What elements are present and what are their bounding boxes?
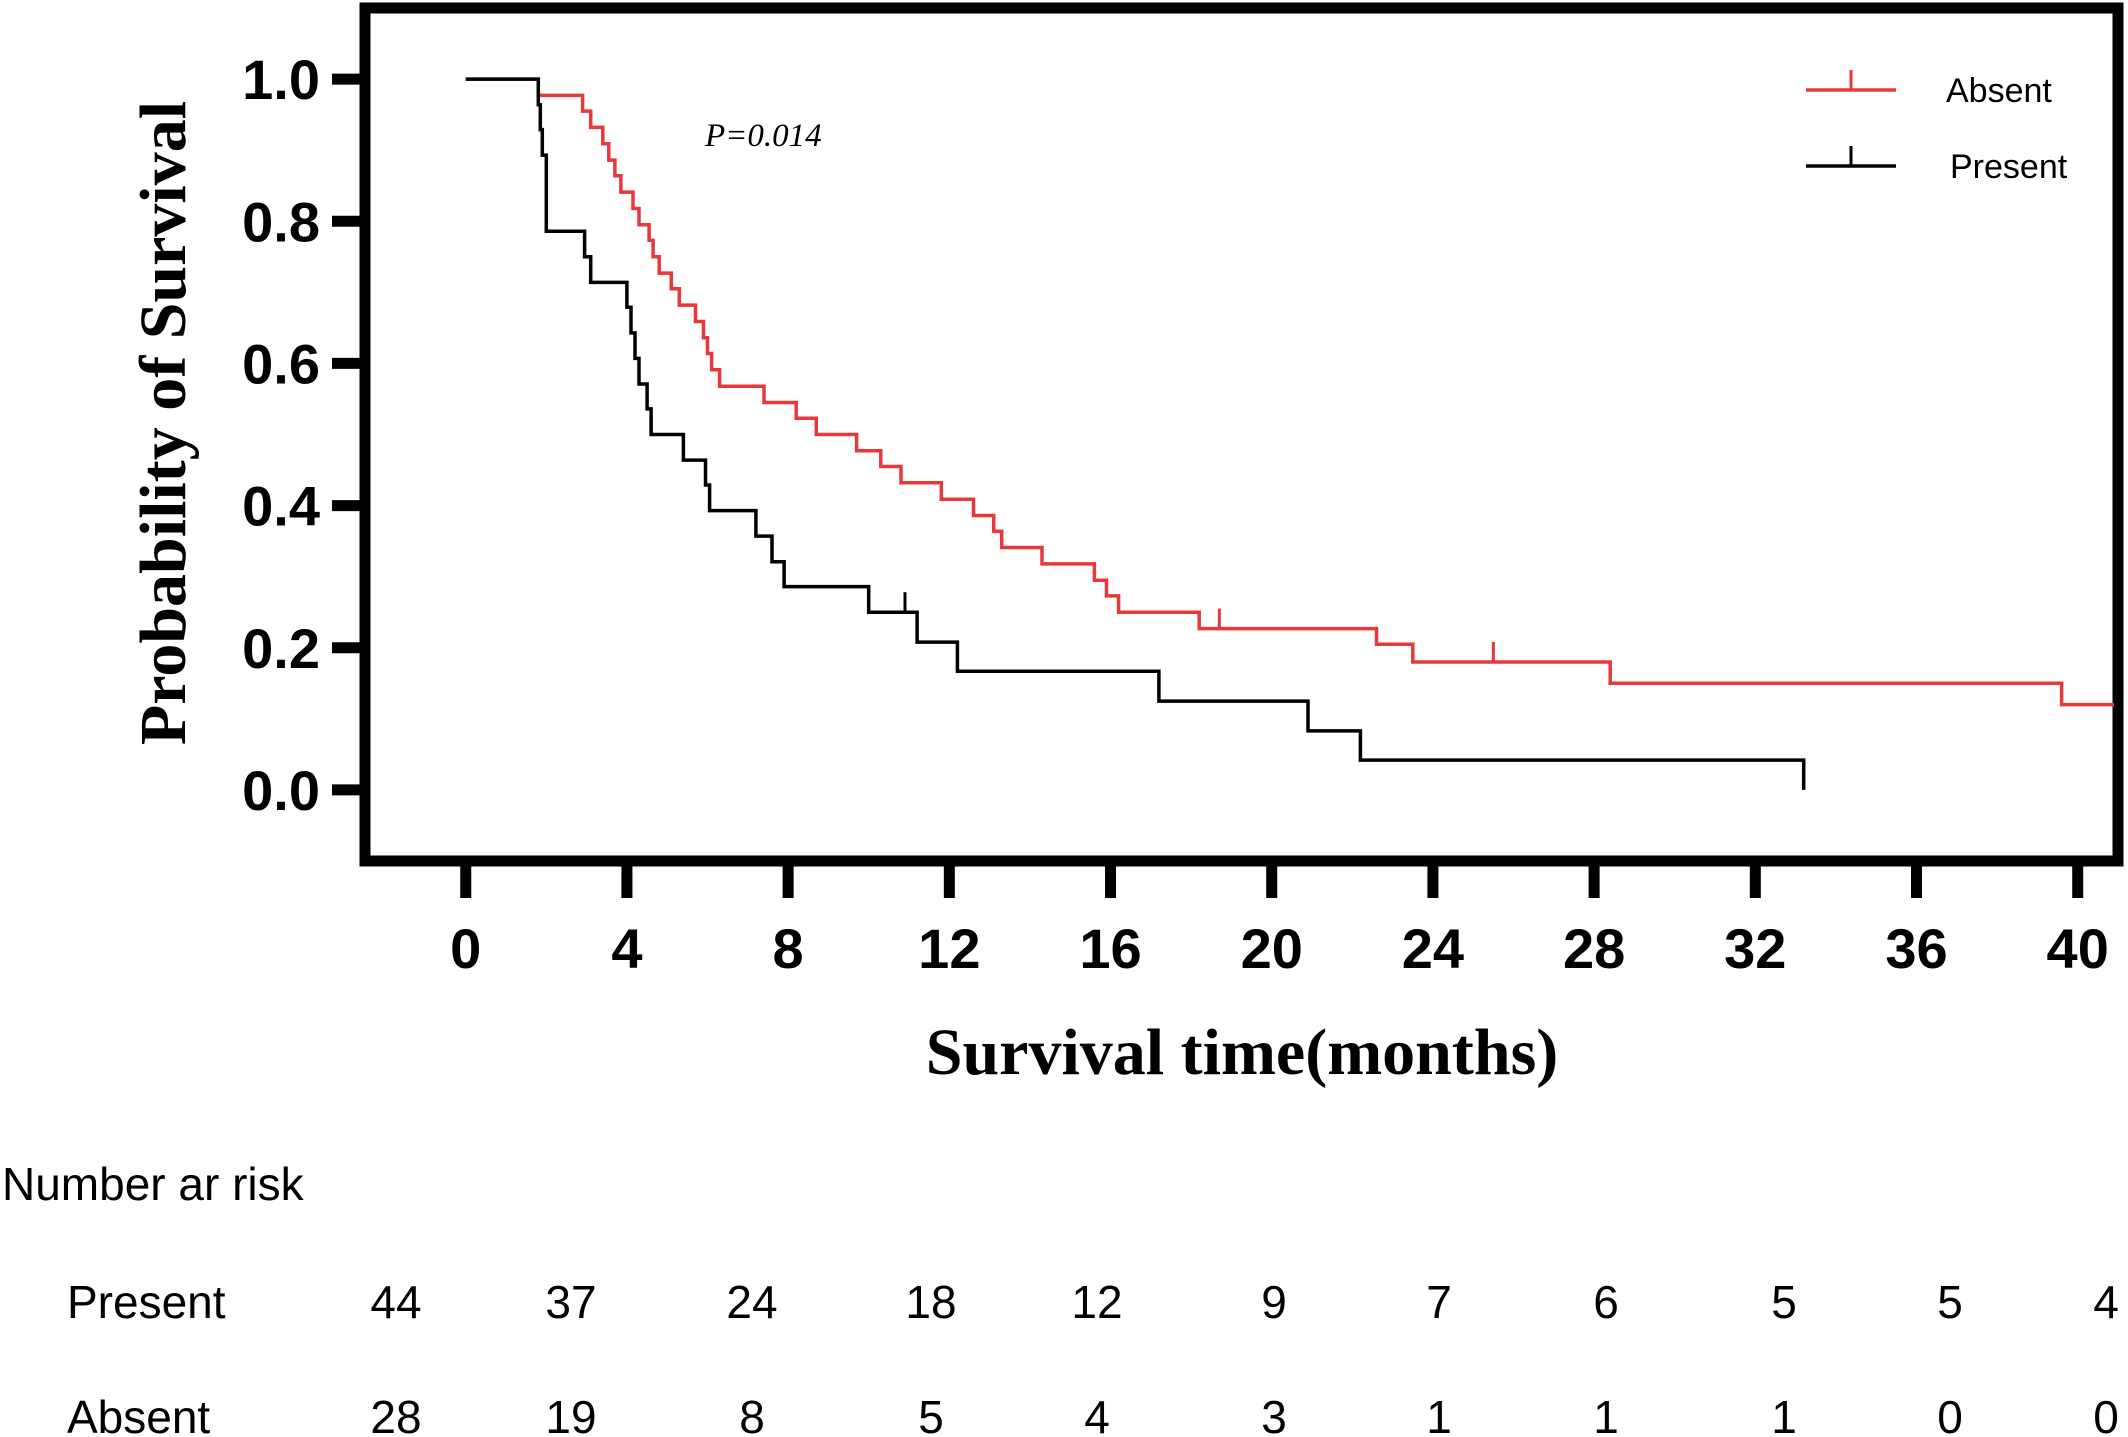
y-axis-title: Probability of Survival xyxy=(127,101,200,745)
risk-value-present-7: 6 xyxy=(1593,1276,1619,1328)
legend-label-present: Present xyxy=(1950,148,2068,186)
risk-value-present-2: 24 xyxy=(726,1276,777,1328)
x-tick-label-6: 24 xyxy=(1402,917,1464,980)
risk-row-label-absent: Absent xyxy=(67,1391,210,1437)
x-axis-title: Survival time(months) xyxy=(926,1016,1558,1089)
risk-value-absent-1: 19 xyxy=(545,1391,596,1437)
x-tick-label-2: 8 xyxy=(773,917,804,980)
x-tick-label-7: 28 xyxy=(1563,917,1625,980)
y-tick-label-3: 0.6 xyxy=(242,332,320,395)
x-tick-label-3: 12 xyxy=(918,917,980,980)
plot-frame xyxy=(359,2,2124,867)
legend: Absent Present xyxy=(1806,70,2068,186)
risk-value-absent-0: 28 xyxy=(370,1391,421,1437)
x-axis: 0 4 8 12 16 20 24 28 32 36 40 xyxy=(450,861,2109,980)
risk-table-title: Number ar risk xyxy=(2,1158,305,1210)
risk-value-absent-10: 0 xyxy=(2093,1391,2119,1437)
risk-value-present-8: 5 xyxy=(1771,1276,1797,1328)
risk-value-absent-2: 8 xyxy=(739,1391,765,1437)
risk-row-label-present: Present xyxy=(67,1276,226,1328)
risk-value-present-5: 9 xyxy=(1261,1276,1287,1328)
x-tick-label-5: 20 xyxy=(1241,917,1303,980)
risk-value-present-4: 12 xyxy=(1071,1276,1122,1328)
x-tick-label-1: 4 xyxy=(611,917,642,980)
risk-table: Number ar risk Present 44 37 24 18 12 9 7 6 5 5 4Ab… xyxy=(2,1158,2119,1437)
y-tick-label-5: 1.0 xyxy=(242,48,320,111)
risk-value-absent-4: 4 xyxy=(1084,1391,1110,1437)
risk-value-absent-8: 1 xyxy=(1771,1391,1797,1437)
series-line-absent xyxy=(465,77,2114,707)
y-axis: 0.0 0.2 0.4 0.6 0.8 1.0 xyxy=(242,48,365,822)
risk-value-present-6: 7 xyxy=(1426,1276,1452,1328)
x-tick-label-9: 36 xyxy=(1885,917,1947,980)
risk-value-absent-5: 3 xyxy=(1261,1391,1287,1437)
risk-value-present-1: 37 xyxy=(545,1276,596,1328)
risk-value-present-3: 18 xyxy=(905,1276,956,1328)
p-value-annotation: P=0.014 xyxy=(704,118,822,154)
risk-value-present-10: 4 xyxy=(2093,1276,2119,1328)
risk-value-absent-7: 1 xyxy=(1593,1391,1619,1437)
risk-value-present-9: 5 xyxy=(1937,1276,1963,1328)
risk-value-absent-6: 1 xyxy=(1426,1391,1452,1437)
risk-value-present-0: 44 xyxy=(370,1276,421,1328)
x-tick-label-0: 0 xyxy=(450,917,481,980)
risk-value-absent-9: 0 xyxy=(1937,1391,1963,1437)
legend-label-absent: Absent xyxy=(1946,72,2052,110)
series-line-present xyxy=(465,77,1806,790)
x-tick-label-4: 16 xyxy=(1079,917,1141,980)
survival-lines xyxy=(465,77,2114,790)
y-tick-label-2: 0.4 xyxy=(242,475,320,538)
risk-value-absent-3: 5 xyxy=(918,1391,944,1437)
y-tick-label-4: 0.8 xyxy=(242,190,320,253)
plot-area xyxy=(359,2,2124,867)
x-tick-label-8: 32 xyxy=(1724,917,1786,980)
y-tick-label-1: 0.2 xyxy=(242,617,320,680)
x-tick-label-10: 40 xyxy=(2047,917,2109,980)
y-tick-label-0: 0.0 xyxy=(242,759,320,822)
